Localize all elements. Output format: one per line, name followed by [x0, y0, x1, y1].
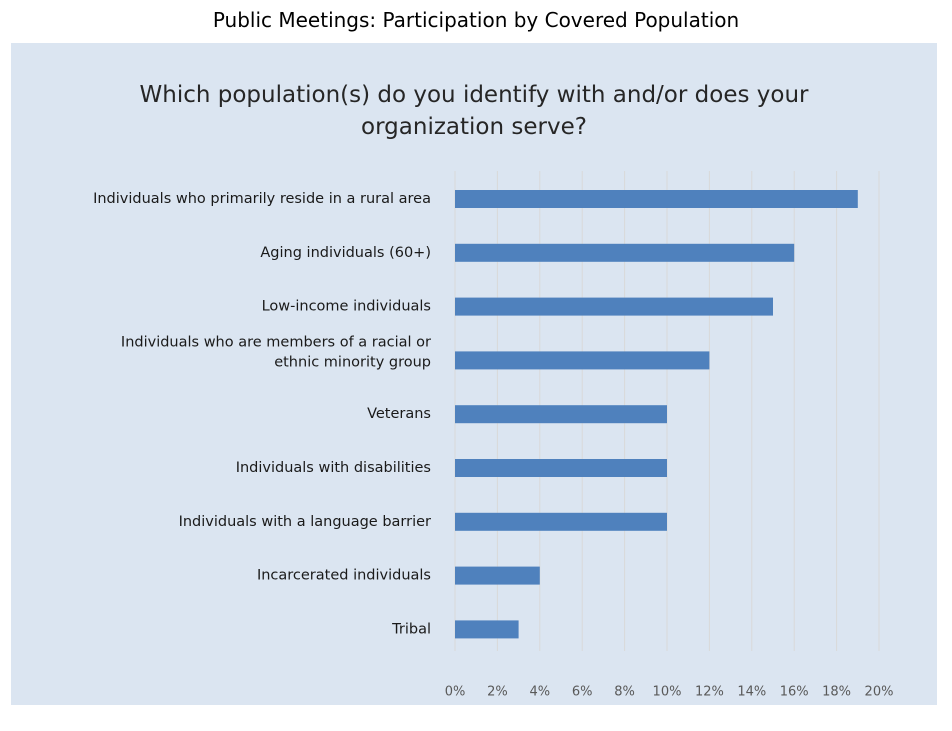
bar — [455, 459, 667, 477]
bar — [455, 512, 667, 531]
x-tick-label: 20% — [865, 685, 894, 700]
bar — [455, 190, 858, 208]
category-label: Low-income individuals — [262, 299, 431, 315]
x-tick-label: 0% — [445, 685, 466, 700]
bar — [455, 566, 540, 585]
bar-chart: Individuals who primarily reside in a ru… — [93, 171, 894, 700]
category-label: Tribal — [391, 621, 431, 637]
category-label: Individuals with a language barrier — [179, 514, 431, 530]
chart-title-line-2: organization serve? — [361, 114, 587, 140]
chart-title: Which population(s) do you identify with… — [11, 79, 937, 143]
bar — [455, 351, 710, 370]
bar — [455, 297, 773, 316]
category-label: Individuals with disabilities — [236, 460, 431, 476]
x-tick-label: 6% — [572, 685, 593, 700]
x-tick-label: 4% — [529, 685, 550, 700]
x-tick-label: 14% — [737, 685, 766, 700]
category-label: Aging individuals (60+) — [260, 245, 431, 261]
category-label: Individuals who primarily reside in a ru… — [93, 191, 431, 207]
x-tick-label: 2% — [487, 685, 508, 700]
x-tick-label: 18% — [822, 685, 851, 700]
chart-panel: Which population(s) do you identify with… — [11, 43, 937, 705]
figure-caption: Public Meetings: Participation by Covere… — [212, 8, 740, 32]
category-label: Incarcerated individuals — [257, 568, 431, 584]
bar — [455, 243, 795, 262]
x-tick-label: 12% — [695, 685, 724, 700]
category-label: Veterans — [367, 406, 431, 422]
category-label: Individuals who are members of a racial … — [121, 334, 431, 370]
bar — [455, 620, 519, 639]
bar — [455, 405, 667, 424]
x-tick-label: 8% — [614, 685, 635, 700]
chart-title-line-1: Which population(s) do you identify with… — [139, 82, 809, 108]
x-tick-label: 10% — [653, 685, 682, 700]
x-tick-label: 16% — [780, 685, 809, 700]
